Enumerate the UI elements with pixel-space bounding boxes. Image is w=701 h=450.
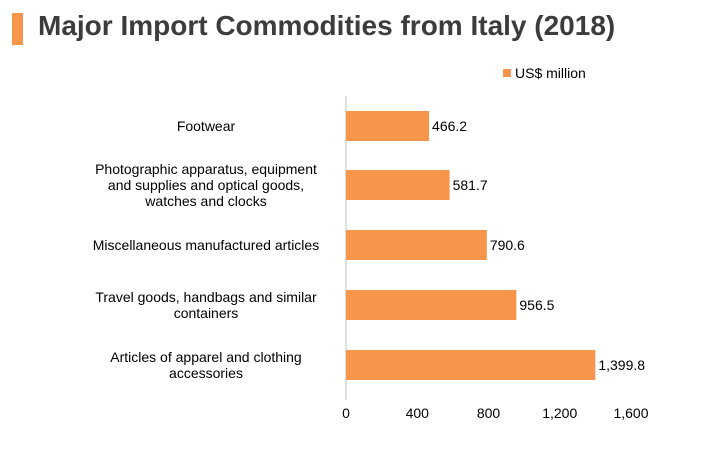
category-label-line: watches and clocks bbox=[144, 193, 266, 209]
bar-4 bbox=[346, 350, 596, 380]
category-labels: Footwear Photographic apparatus, equipmen… bbox=[93, 118, 319, 381]
x-tick-label-4: 1,600 bbox=[613, 405, 648, 421]
x-tick-labels: 0 400 800 1,200 1,600 bbox=[342, 405, 649, 421]
value-label-4: 1,399.8 bbox=[598, 357, 645, 373]
category-label-line: Footwear bbox=[177, 118, 236, 134]
bars bbox=[346, 111, 596, 380]
category-label-3: Travel goods, handbags and similar contai… bbox=[95, 289, 317, 321]
category-label-line: Travel goods, handbags and similar bbox=[95, 289, 317, 305]
category-label-line: Articles of apparel and clothing bbox=[110, 349, 301, 365]
legend-label: US$ million bbox=[515, 65, 586, 81]
value-label-2: 790.6 bbox=[490, 237, 525, 253]
value-label-3: 956.5 bbox=[519, 297, 554, 313]
category-label-line: and supplies and optical goods, bbox=[108, 177, 304, 193]
legend: US$ million bbox=[503, 65, 586, 81]
x-tick-label-2: 800 bbox=[477, 405, 501, 421]
category-label-line: containers bbox=[174, 305, 239, 321]
category-label-0: Footwear bbox=[177, 118, 236, 134]
x-tick-label-1: 400 bbox=[406, 405, 430, 421]
chart-title: Major Import Commodities from Italy (201… bbox=[38, 10, 616, 41]
x-tick-label-3: 1,200 bbox=[542, 405, 577, 421]
value-label-1: 581.7 bbox=[453, 177, 488, 193]
x-tick-label-0: 0 bbox=[342, 405, 350, 421]
bar-3 bbox=[346, 290, 517, 320]
category-label-4: Articles of apparel and clothing accessor… bbox=[110, 349, 301, 381]
bar-0 bbox=[346, 111, 430, 141]
bar-1 bbox=[346, 170, 450, 200]
title-accent-bar bbox=[12, 13, 23, 45]
bar-2 bbox=[346, 230, 487, 260]
category-label-1: Photographic apparatus, equipment and sup… bbox=[95, 161, 317, 209]
value-labels: 466.2 581.7 790.6 956.5 1,399.8 bbox=[432, 118, 645, 373]
category-label-2: Miscellaneous manufactured articles bbox=[93, 237, 319, 253]
category-label-line: Photographic apparatus, equipment bbox=[95, 161, 317, 177]
category-label-line: accessories bbox=[169, 365, 243, 381]
legend-swatch bbox=[503, 69, 511, 77]
category-label-line: Miscellaneous manufactured articles bbox=[93, 237, 319, 253]
value-label-0: 466.2 bbox=[432, 118, 467, 134]
